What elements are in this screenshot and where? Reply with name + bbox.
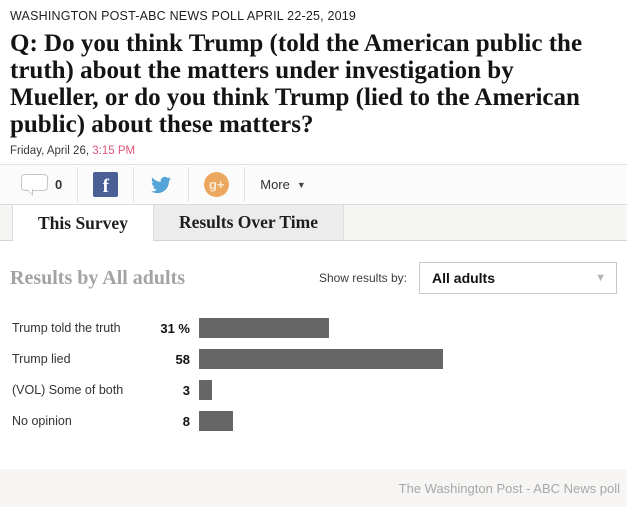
results-header: Results by All adults Show results by: A… — [0, 241, 627, 294]
bar — [199, 318, 330, 338]
facebook-icon — [93, 172, 119, 197]
bar-value: 31 % — [160, 320, 190, 336]
chart-row: No opinion 8 — [12, 411, 617, 431]
tab-bar: This Survey Results Over Time — [0, 204, 627, 241]
bar — [199, 349, 443, 369]
bar-label: Trump lied — [12, 352, 71, 366]
chart-row: Trump lied 58 — [12, 349, 617, 369]
bar-value: 58 — [175, 351, 190, 367]
dropdown-selected-value: All adults — [432, 270, 496, 286]
dateline: Friday, April 26, 3:15 PM — [0, 142, 627, 164]
divider — [244, 167, 246, 202]
chart-row: Trump told the truth 31 % — [12, 318, 617, 338]
comments-button[interactable]: 0 — [6, 165, 77, 204]
divider — [133, 167, 135, 202]
poll-question-title: Q: Do you think Trump (told the American… — [10, 30, 583, 138]
date-text: Friday, April 26, — [10, 145, 93, 157]
share-toolbar: 0 More — [0, 165, 627, 204]
footer: The Washington Post - ABC News poll — [0, 469, 627, 507]
chevron-down-icon — [297, 180, 306, 190]
more-share-button[interactable]: More — [245, 165, 321, 204]
divider — [77, 167, 79, 202]
tab-results-over-time[interactable]: Results Over Time — [153, 205, 344, 240]
poll-kicker: WASHINGTON POST-ABC NEWS POLL APRIL 22-2… — [10, 9, 357, 23]
results-heading: Results by All adults — [10, 266, 186, 289]
bar — [199, 380, 212, 400]
bar-value: 3 — [182, 382, 190, 398]
divider — [188, 167, 190, 202]
divider — [0, 164, 627, 165]
chart-row: (VOL) Some of both 3 — [12, 380, 617, 400]
comment-bubble-icon — [21, 174, 48, 196]
more-label: More — [260, 177, 290, 192]
bar-value: 8 — [182, 413, 190, 429]
bar — [199, 411, 233, 431]
filter-label: Show results by: — [318, 271, 407, 285]
attribution-text: The Washington Post - ABC News poll — [398, 480, 620, 496]
comment-count: 0 — [55, 177, 63, 192]
bar-label: Trump told the truth — [12, 321, 121, 335]
share-googleplus-button[interactable] — [189, 165, 244, 204]
tab-this-survey[interactable]: This Survey — [12, 205, 154, 241]
poll-bar-chart: Trump told the truth 31 % Trump lied 58 … — [0, 294, 627, 442]
bar-label: No opinion — [12, 414, 72, 428]
twitter-icon — [149, 175, 173, 195]
google-plus-icon — [204, 172, 230, 197]
share-twitter-button[interactable] — [134, 165, 188, 204]
results-filter-dropdown[interactable]: All adults — [419, 262, 617, 294]
share-facebook-button[interactable] — [78, 165, 133, 204]
chevron-down-icon — [595, 272, 606, 284]
time-text: 3:15 PM — [92, 145, 136, 157]
bar-label: (VOL) Some of both — [12, 383, 124, 397]
